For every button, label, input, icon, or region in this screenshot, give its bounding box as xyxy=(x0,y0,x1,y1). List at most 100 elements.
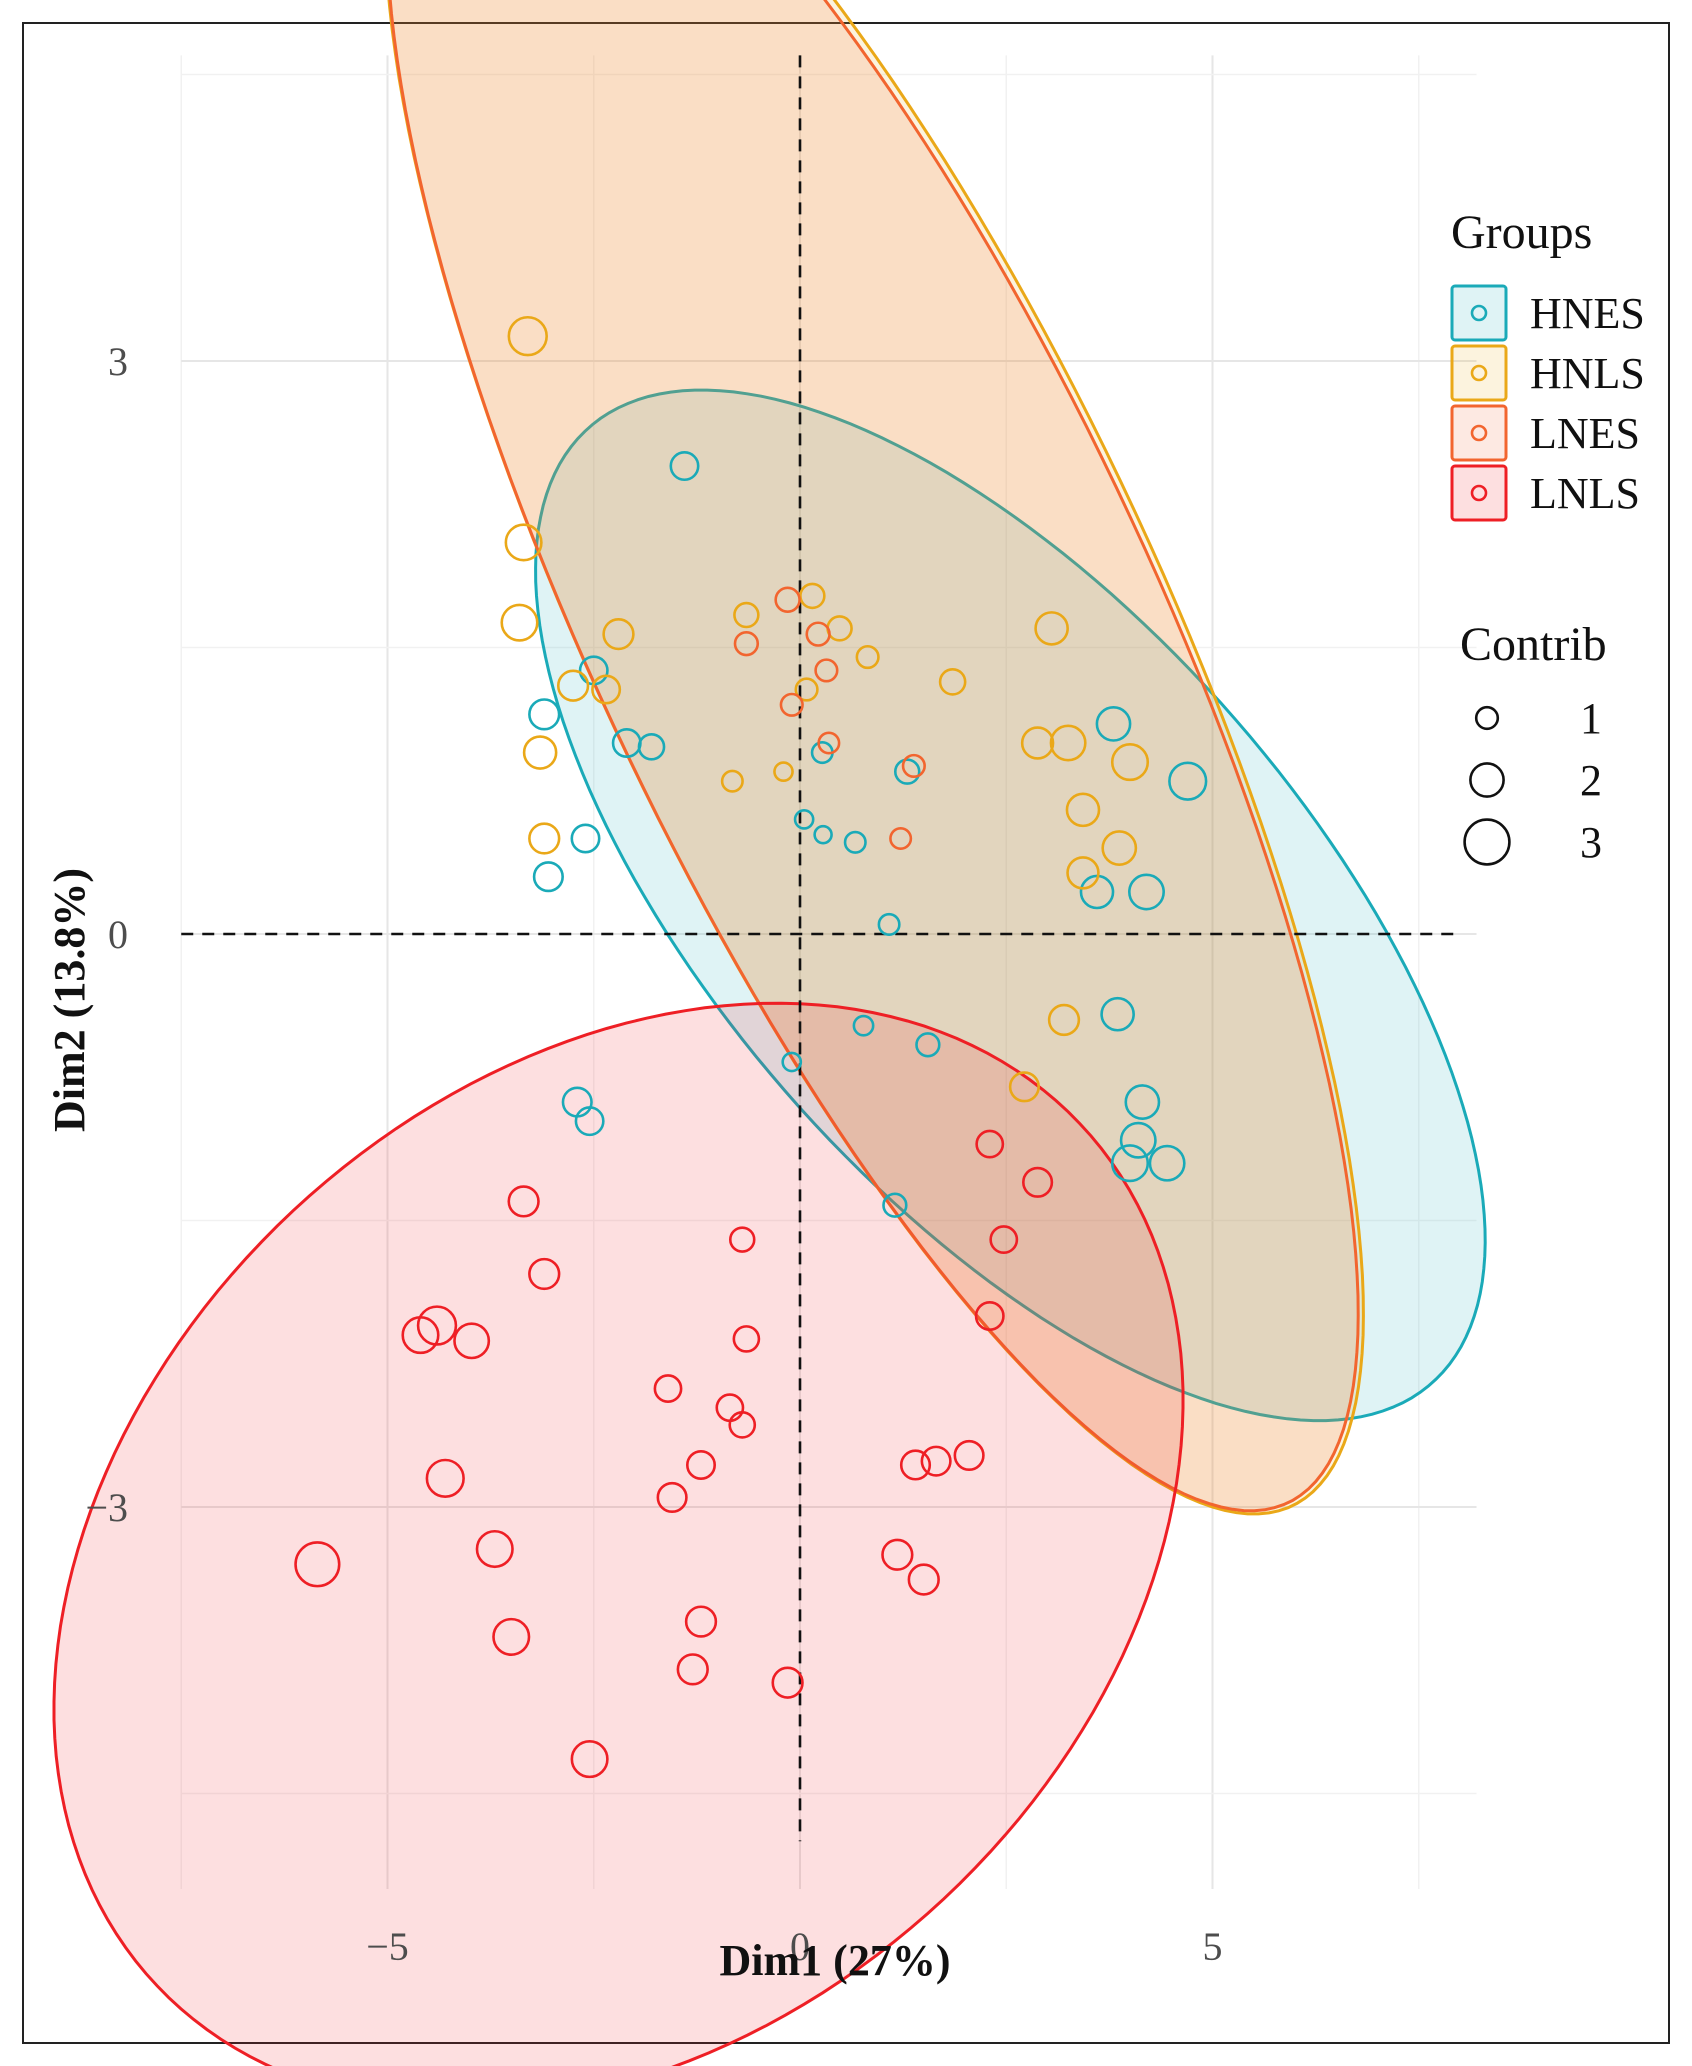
point-hnls xyxy=(500,603,539,642)
point-lnls xyxy=(771,1666,804,1699)
point-hnls xyxy=(720,769,744,793)
point-hnls xyxy=(1066,856,1100,890)
point-hnes xyxy=(843,830,867,854)
y-tick-label: 0 xyxy=(108,912,128,957)
point-hnls xyxy=(799,582,826,610)
point-hnls xyxy=(556,669,590,702)
legend-label-hnes: HNES xyxy=(1530,289,1645,338)
legend-contrib-title: Contrib xyxy=(1460,618,1607,671)
ellipse-lnls xyxy=(52,1001,1185,2066)
legend-size-label: 3 xyxy=(1580,818,1602,867)
legend-marker-hnes xyxy=(1470,304,1488,322)
x-tick-label: 0 xyxy=(790,1924,810,1969)
point-hnes xyxy=(574,1106,605,1137)
point-lnls xyxy=(1022,1166,1054,1198)
point-hnls xyxy=(591,674,622,705)
point-hnls xyxy=(794,677,819,702)
x-tick-label: −5 xyxy=(366,1924,409,1969)
point-hnls xyxy=(773,761,794,783)
point-hnls xyxy=(1101,830,1138,866)
ellipse-hnes xyxy=(534,388,1487,1423)
point-lnes xyxy=(901,753,926,779)
x-tick-label: 5 xyxy=(1203,1924,1223,1969)
legend-groups: Groups HNES HNLS LNES LNLS xyxy=(1450,206,1645,522)
point-lnls xyxy=(881,1538,914,1571)
tick-labels: −5 0 5 −3 0 3 xyxy=(85,339,1222,1969)
point-hnes xyxy=(793,809,815,830)
point-hnes xyxy=(528,698,561,731)
point-lnls xyxy=(684,1605,718,1638)
legend-contrib: Contrib 1 2 3 xyxy=(1460,618,1607,867)
point-lnls xyxy=(294,1541,341,1588)
point-lnls xyxy=(570,1740,609,1779)
legend-groups-title: Groups xyxy=(1451,206,1592,259)
point-lnls xyxy=(528,1257,561,1291)
point-hnls xyxy=(1008,1071,1040,1103)
point-lnls xyxy=(989,1225,1019,1255)
point-hnls xyxy=(528,822,561,855)
confidence-ellipses xyxy=(52,0,1487,2066)
legend-swatch-lnls xyxy=(1450,464,1508,522)
point-lnls xyxy=(920,1445,952,1477)
data-points xyxy=(294,315,1208,1779)
point-hnes xyxy=(877,912,901,936)
point-lnls xyxy=(475,1529,514,1569)
point-lnes xyxy=(889,826,913,851)
point-lnes xyxy=(774,586,801,614)
point-lnls xyxy=(425,1458,465,1498)
point-hnls xyxy=(522,735,558,770)
point-lnls xyxy=(907,1563,940,1596)
point-hnls xyxy=(1047,1003,1081,1037)
point-lnls xyxy=(728,1411,757,1439)
point-lnls xyxy=(653,1374,683,1403)
point-lnls xyxy=(492,1617,531,1656)
point-lnls xyxy=(899,1449,932,1481)
point-lnls xyxy=(507,1185,540,1218)
legend-swatch-hnes xyxy=(1450,284,1508,342)
point-hnes xyxy=(781,1051,803,1073)
point-hnes xyxy=(570,823,601,854)
point-hnes xyxy=(893,758,921,785)
point-hnes xyxy=(1100,996,1135,1032)
point-lnls xyxy=(685,1449,716,1480)
point-lnls xyxy=(416,1305,458,1346)
point-hnls xyxy=(1065,792,1101,828)
y-tick-label: −3 xyxy=(85,1485,128,1530)
point-lnes xyxy=(805,621,831,647)
point-hnes xyxy=(852,1014,875,1037)
y-axis-title: Dim2 (13.8%) xyxy=(45,868,94,1132)
point-lnes xyxy=(779,692,804,717)
legend-size-marker xyxy=(1474,705,1500,731)
reference-lines xyxy=(181,55,1456,1842)
point-hnes xyxy=(1119,1121,1157,1159)
point-hnes xyxy=(1110,1144,1150,1183)
point-hnls xyxy=(1110,743,1150,782)
legend-marker-lnes xyxy=(1470,424,1488,442)
point-hnes xyxy=(813,824,833,845)
point-lnls xyxy=(732,1325,761,1353)
point-hnes xyxy=(532,861,564,893)
point-hnls xyxy=(1020,726,1055,760)
point-hnes xyxy=(1128,873,1165,911)
point-lnes xyxy=(814,658,839,683)
legend-marker-hnls xyxy=(1470,364,1488,382)
point-lnls xyxy=(953,1439,985,1472)
point-hnes xyxy=(1124,1084,1161,1120)
point-hnls xyxy=(1049,724,1087,762)
point-hnes xyxy=(669,451,700,482)
point-lnls xyxy=(656,1481,688,1514)
x-axis-title: Dim1 (27%) xyxy=(720,1936,951,1985)
point-lnes xyxy=(817,731,841,755)
point-lnls xyxy=(676,1653,709,1686)
legend-size-marker xyxy=(1463,818,1511,866)
point-hnes xyxy=(637,732,666,761)
point-hnes xyxy=(1095,706,1132,742)
legend-label-hnls: HNLS xyxy=(1530,349,1645,398)
point-hnes xyxy=(1148,1144,1186,1182)
point-hnls xyxy=(938,668,967,696)
point-lnls xyxy=(975,1129,1005,1159)
point-hnls xyxy=(504,523,543,562)
point-lnes xyxy=(733,630,760,657)
point-lnls xyxy=(453,1322,491,1360)
point-hnes xyxy=(1168,761,1208,801)
